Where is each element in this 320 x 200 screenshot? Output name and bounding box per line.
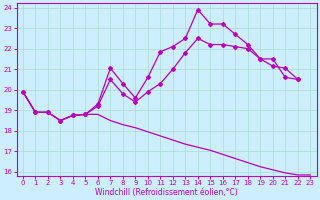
X-axis label: Windchill (Refroidissement éolien,°C): Windchill (Refroidissement éolien,°C) xyxy=(95,188,238,197)
